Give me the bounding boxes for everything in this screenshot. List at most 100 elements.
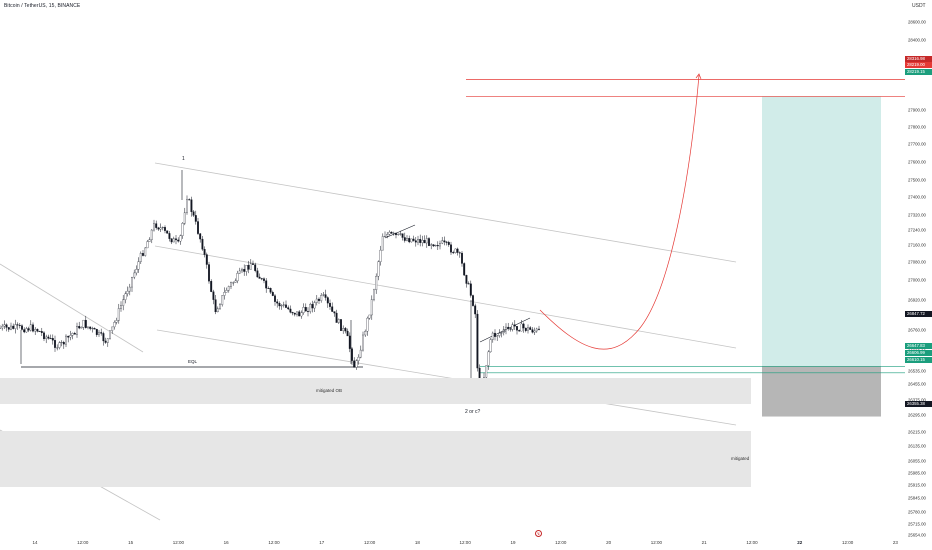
candle-body: [56, 347, 59, 349]
candle-body: [403, 237, 406, 241]
candle-body: [157, 227, 160, 230]
price-axis[interactable]: USDT 28600.0028400.0028260.0028100.00279…: [905, 0, 932, 538]
candle-body: [287, 307, 290, 310]
candle-body: [5, 324, 8, 328]
candle-body: [410, 238, 413, 243]
time-tick: 12:00: [363, 540, 376, 545]
candle-body: [370, 299, 373, 316]
candle-body: [62, 342, 65, 345]
candle-body: [452, 252, 455, 254]
candle-body: [150, 229, 153, 240]
price-label: 28219.00: [905, 62, 932, 68]
candle-body: [386, 234, 389, 237]
candle-body: [412, 238, 415, 241]
candle-body: [524, 327, 527, 331]
candle-body: [313, 302, 316, 309]
candle-body: [463, 263, 466, 276]
candle-body: [89, 326, 92, 329]
time-tick: 16: [223, 540, 229, 545]
time-tick: 12:00: [841, 540, 854, 545]
mitigated-ob-zone: [0, 378, 751, 404]
candle-body: [146, 241, 149, 249]
candle-body: [104, 340, 107, 343]
price-tick: 25654.00: [908, 532, 926, 538]
price-label: 26647.83: [905, 343, 932, 349]
candle-body: [201, 238, 204, 250]
price-tick: 26535.00: [908, 368, 926, 374]
candle-body: [401, 233, 404, 238]
candle-body: [265, 280, 268, 289]
replay-marker-icon[interactable]: ↯: [535, 530, 542, 537]
time-axis[interactable]: 14 12:00 15 12:00 16 12:00 17 12:00 18 12:00 19 12:…: [0, 537, 905, 550]
candle-body: [216, 308, 219, 313]
candle-body: [102, 333, 105, 342]
candle-body: [432, 244, 435, 247]
candle-body: [267, 288, 270, 289]
candle-body: [311, 304, 314, 309]
candle-body: [498, 333, 501, 336]
time-tick: 18: [414, 540, 420, 545]
candle-body: [469, 283, 472, 296]
candle-body: [14, 324, 17, 329]
candle-body: [16, 324, 19, 326]
candle-body: [67, 335, 70, 338]
candle-body: [71, 333, 74, 336]
candle-body: [197, 221, 199, 234]
candle-body: [43, 332, 45, 340]
candle-body: [465, 274, 468, 284]
candle-body: [414, 240, 417, 243]
candle-body: [362, 334, 364, 351]
candle-body: [100, 332, 103, 334]
candle-body: [203, 249, 206, 255]
candle-body: [458, 252, 461, 254]
candle-body: [489, 339, 492, 353]
candle-body: [23, 329, 26, 333]
price-tick: 26135.00: [908, 443, 926, 449]
projection-arrow-icon: [695, 73, 702, 80]
candle-body: [47, 336, 50, 339]
candle-body: [509, 328, 512, 330]
candle-body: [241, 269, 243, 272]
candle-body: [476, 313, 479, 369]
candle-body: [373, 289, 375, 300]
candle-body: [95, 329, 98, 335]
mitigated-label: mitigated: [731, 456, 750, 461]
candle-body: [192, 211, 195, 216]
candle-body: [472, 295, 474, 306]
candle-body: [441, 240, 444, 244]
candle-body: [210, 280, 213, 292]
candle-body: [507, 326, 510, 329]
candle-body: [177, 239, 180, 242]
candle-body: [318, 298, 320, 301]
price-tick: 27160.00: [908, 242, 926, 248]
candle-body: [54, 340, 56, 348]
candle-body: [485, 365, 488, 378]
candle-body: [505, 326, 507, 330]
price-tick: 27400.00: [908, 194, 926, 200]
candle-body: [274, 295, 276, 302]
time-tick: 15: [128, 540, 134, 545]
candle-body: [45, 336, 48, 340]
chart-canvas[interactable]: [0, 0, 905, 537]
candle-body: [291, 312, 294, 314]
candle-body: [263, 278, 265, 281]
candle-body: [333, 311, 336, 314]
candle-body: [300, 312, 303, 317]
candle-body: [230, 282, 232, 287]
candle-body: [322, 294, 325, 296]
price-label: 28219.15: [905, 69, 932, 75]
chart-area[interactable]: Bitcoin / TetherUS, 15, BINANCE mitigate…: [0, 0, 905, 537]
candle-body: [384, 236, 386, 238]
candle-body: [161, 227, 164, 229]
candle-body: [256, 270, 259, 278]
trendline-lower: [156, 329, 737, 426]
stop-zone: [762, 366, 881, 417]
candle-body: [93, 328, 96, 330]
candle-body: [78, 326, 81, 329]
candle-body: [500, 332, 503, 334]
mitigated-zone: [0, 431, 751, 487]
candle-body: [205, 254, 208, 265]
candle-body: [153, 223, 155, 231]
candle-body: [406, 238, 408, 241]
candle-body: [302, 307, 305, 313]
